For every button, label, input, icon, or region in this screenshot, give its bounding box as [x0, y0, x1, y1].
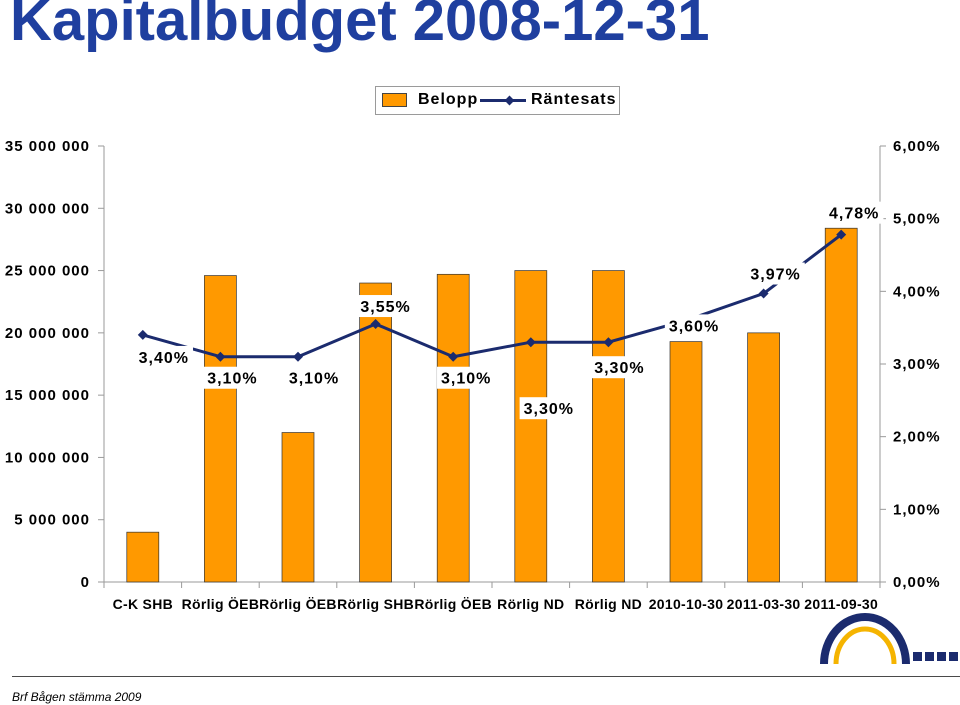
- x-tick-label: C-K SHB: [113, 596, 173, 612]
- rate-line: [142, 233, 843, 359]
- data-label-rate: 3,55%: [360, 299, 410, 316]
- chart-axes: 35 000 000 30 000 000 25 000 000 20 000 000…: [5, 138, 941, 612]
- rate-marker: [370, 319, 381, 330]
- y-tick-label-right: 3,00%: [893, 356, 941, 373]
- data-label-rate: 3,10%: [441, 371, 491, 388]
- y-tick-label-left: 25 000 000: [5, 263, 90, 280]
- logo-square: [913, 652, 922, 661]
- rate-marker: [525, 337, 536, 348]
- data-label-rate: 3,30%: [524, 401, 574, 418]
- data-label-rate: 3,10%: [207, 371, 257, 388]
- data-label-rate: 3,60%: [669, 318, 719, 335]
- x-tick-label: Rörlig ÖEB: [414, 596, 492, 612]
- legend-bar-swatch: [382, 93, 407, 107]
- data-label-background: [284, 366, 344, 389]
- y-tick-label-left: 35 000 000: [5, 138, 90, 155]
- y-tick-label-left: 20 000 000: [5, 325, 90, 342]
- y-tick-label-left: 30 000 000: [5, 200, 90, 217]
- arch-logo-icon: [820, 613, 958, 665]
- bar-belopp: [359, 282, 392, 583]
- data-label-rate: 3,40%: [139, 350, 189, 367]
- page-title: Kapitalbudget 2008-12-31: [10, 0, 710, 53]
- data-label-rate: 4,78%: [829, 206, 879, 223]
- y-tick-label-right: 1,00%: [893, 501, 941, 518]
- data-label-background: [746, 262, 805, 285]
- legend-label-belopp: Belopp: [418, 91, 479, 108]
- data-label-background: [664, 314, 724, 337]
- logo-square: [925, 652, 934, 661]
- legend-diamond-marker: [504, 95, 515, 106]
- y-tick-label-right: 2,00%: [893, 429, 941, 446]
- legend-line-swatch: [480, 95, 526, 106]
- bar-belopp: [281, 432, 315, 583]
- x-tick-label: 2011-09-30: [804, 596, 878, 612]
- rate-marker: [137, 329, 148, 340]
- rate-marker: [758, 288, 769, 299]
- x-tick-label: 2011-03-30: [727, 596, 801, 612]
- bar-belopp: [514, 270, 548, 583]
- bar-belopp: [126, 531, 160, 583]
- logo-arc: [820, 613, 910, 665]
- bar-belopp: [592, 270, 625, 583]
- data-label-rate: 3,10%: [289, 371, 339, 388]
- y-tick-label-left: 10 000 000: [5, 449, 90, 466]
- data-label-background: [437, 366, 496, 389]
- data-label-background: [519, 397, 578, 420]
- bar-belopp: [669, 341, 703, 583]
- bar-belopp: [436, 273, 470, 583]
- bar-belopp: [204, 275, 237, 583]
- y-tick-label-right: 0,00%: [893, 574, 941, 591]
- rate-marker: [448, 351, 459, 362]
- x-tick-label: Rörlig ÖEB: [182, 596, 260, 612]
- y-tick-label-right: 4,00%: [893, 283, 941, 300]
- data-label-background: [203, 366, 262, 389]
- rate-marker: [293, 351, 303, 362]
- y-tick-label-left: 15 000 000: [5, 387, 90, 404]
- footer-divider: [12, 676, 960, 677]
- x-tick-label: Rörlig SHB: [337, 596, 414, 612]
- footer-text: Brf Bågen stämma 2009: [12, 690, 142, 704]
- rate-marker: [603, 337, 614, 348]
- y-tick-label-right: 6,00%: [893, 138, 941, 155]
- data-label-background: [825, 201, 884, 224]
- y-tick-label-left: 0: [81, 574, 90, 591]
- bar-belopp: [747, 332, 780, 583]
- bar-belopp: [824, 227, 858, 583]
- logo-accent-arc: [833, 626, 897, 665]
- bar-series-belopp: [126, 227, 858, 583]
- logo-square: [949, 652, 958, 661]
- line-series-rantesats: [137, 229, 847, 362]
- x-tick-label: Rörlig ND: [497, 596, 564, 612]
- y-tick-label-left: 5 000 000: [14, 512, 90, 529]
- legend-label-rantesats: Räntesats: [531, 91, 617, 108]
- data-labels-rantesats: 3,40% 3,10% 3,10% 3,55% 3,10% 3,30% 3,30% 3,60%…: [134, 201, 884, 420]
- x-tick-label: Rörlig ÖEB: [259, 596, 337, 612]
- logo-square: [937, 652, 946, 661]
- rate-marker: [836, 229, 847, 240]
- x-tick-label: 2010-10-30: [649, 596, 724, 612]
- chart-legend: Belopp Räntesats: [375, 86, 620, 115]
- data-label-background: [590, 356, 649, 379]
- x-tick-label: Rörlig ND: [575, 596, 642, 612]
- data-label-background: [356, 295, 415, 318]
- data-label-rate: 3,30%: [594, 360, 644, 377]
- y-tick-label-right: 5,00%: [893, 211, 941, 228]
- data-label-background: [134, 345, 193, 368]
- data-label-rate: 3,97%: [750, 267, 800, 284]
- rate-marker: [215, 351, 226, 362]
